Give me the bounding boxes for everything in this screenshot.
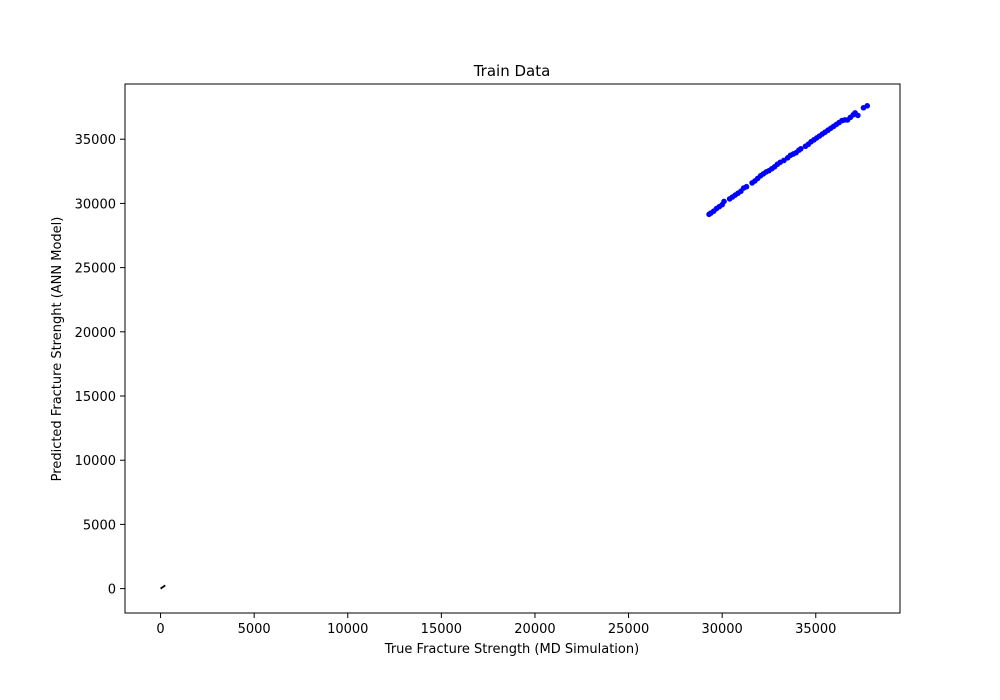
- data-point: [721, 198, 727, 205]
- x-tick-label: 20000: [514, 622, 555, 637]
- x-tick-label: 30000: [701, 622, 742, 637]
- y-tick-label: 5000: [83, 518, 116, 533]
- data-point: [797, 146, 804, 152]
- y-tick-label: 35000: [75, 133, 116, 148]
- x-tick-label: 10000: [327, 622, 368, 637]
- x-tick-label: 0: [156, 622, 164, 637]
- y-tick-label: 0: [108, 583, 116, 598]
- x-axis-title: True Fracture Strength (MD Simulation): [384, 642, 639, 657]
- plot-area: 0 5000 10000 15000 20000 25000 30000 35000 0 5000…: [75, 83, 901, 637]
- chart-title: Train Data: [473, 62, 551, 80]
- y-tick-label: 20000: [75, 326, 116, 341]
- axes-frame: [124, 83, 901, 614]
- y-tick-label: 25000: [75, 262, 116, 277]
- y-tick-label: 30000: [75, 197, 116, 212]
- data-point: [855, 112, 861, 119]
- y-tick-label: 10000: [75, 454, 116, 469]
- x-tick-label: 25000: [608, 622, 649, 637]
- y-axis-title: Predicted Fracture Strenght (ANN Model): [50, 217, 65, 482]
- x-tick-label: 5000: [238, 622, 271, 637]
- x-tick-label: 35000: [795, 622, 836, 637]
- data-point: [743, 183, 750, 190]
- reference-line: [160, 584, 166, 590]
- x-tick-label: 15000: [421, 622, 462, 637]
- data-point: [864, 103, 871, 109]
- y-tick-label: 15000: [75, 390, 116, 405]
